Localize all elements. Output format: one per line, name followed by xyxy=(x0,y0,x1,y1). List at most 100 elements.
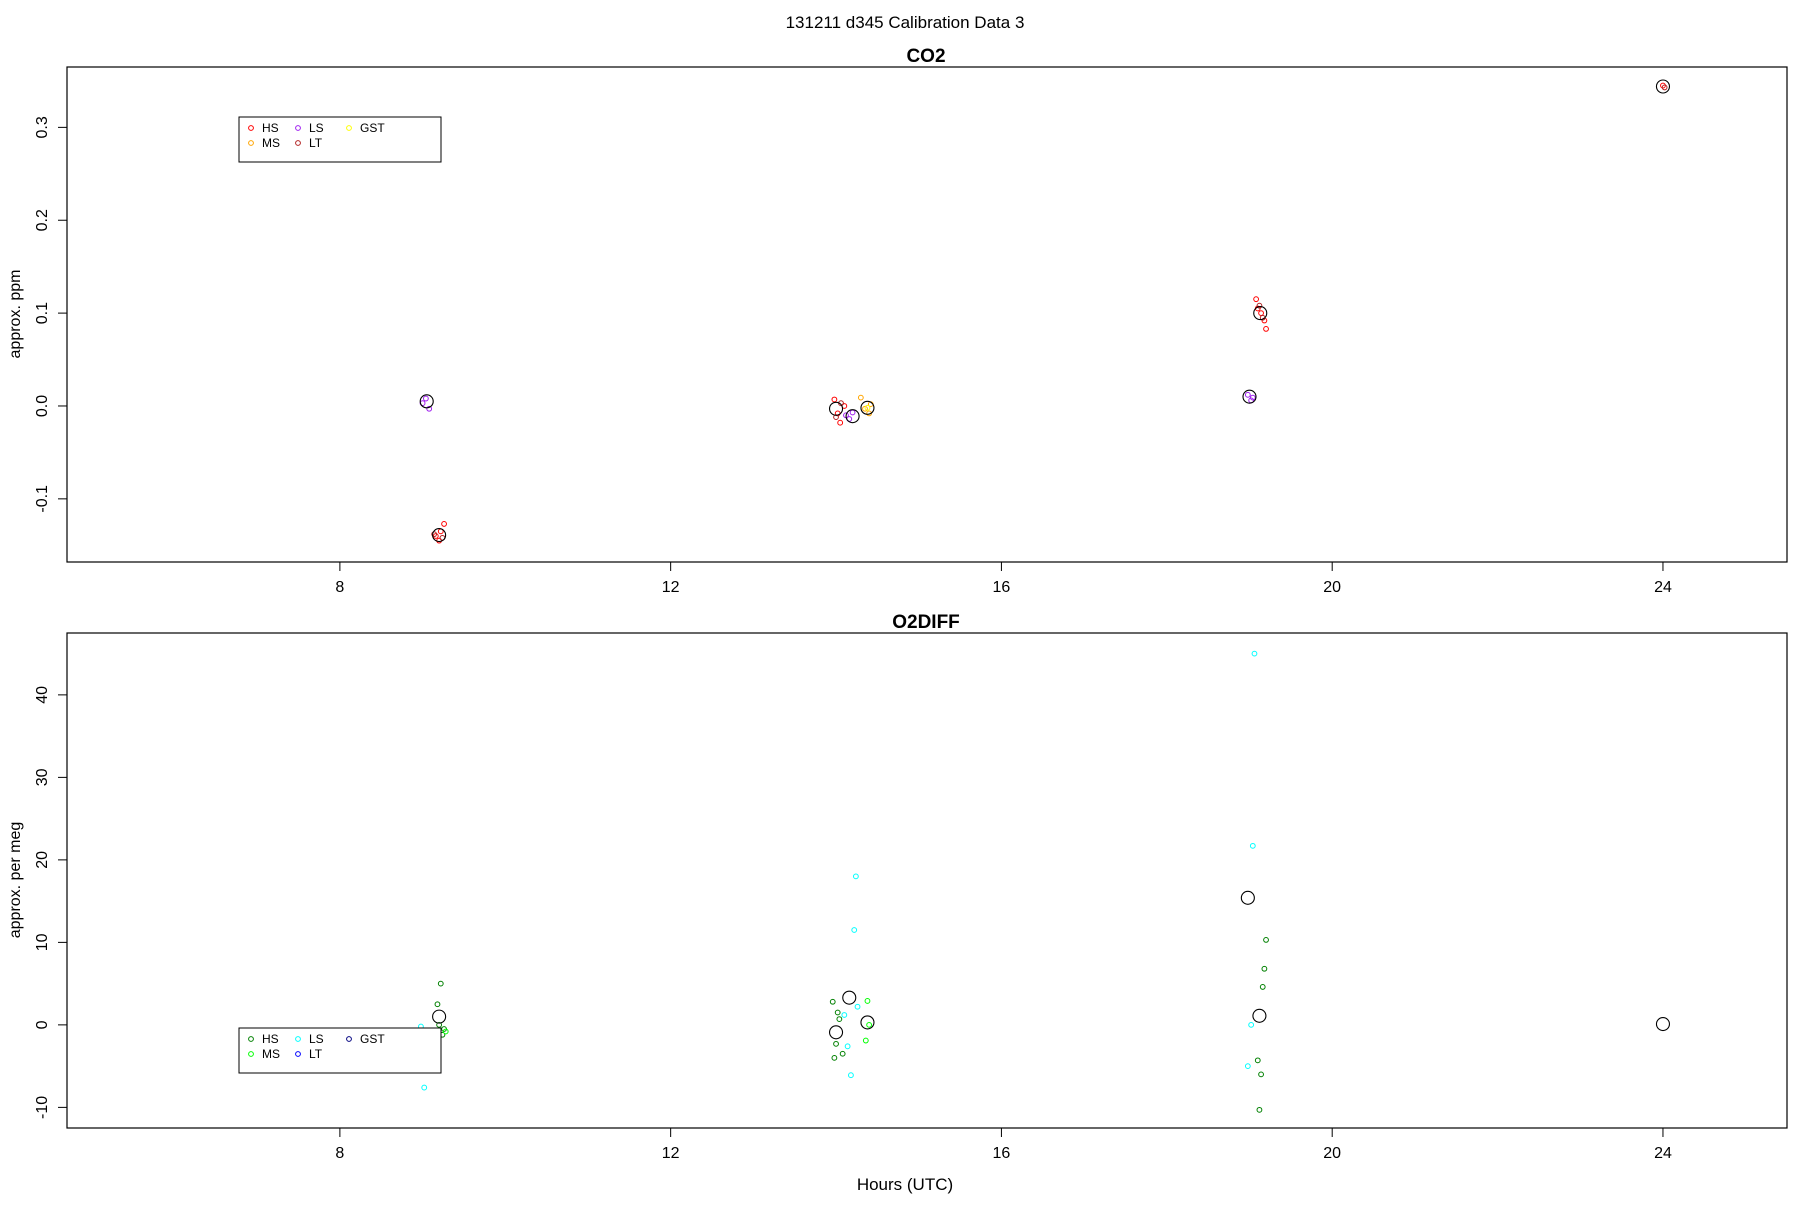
o2diff-x-tick-label: 16 xyxy=(993,1145,1011,1162)
o2diff-legend-box xyxy=(238,1027,442,1074)
o2diff-panel-title: O2DIFF xyxy=(892,612,960,633)
co2-point-lt xyxy=(1256,302,1263,309)
o2diff-y-tick-label: -10 xyxy=(34,1096,51,1119)
o2diff-point-ls xyxy=(1251,650,1258,657)
o2diff-point-ms xyxy=(864,998,871,1004)
o2diff-plot-frame xyxy=(66,632,1788,1129)
co2-point-hs xyxy=(1258,310,1264,317)
o2diff-mean-marker xyxy=(1252,1008,1267,1023)
co2-legend-label-ms: MS xyxy=(262,136,280,150)
co2-mean-marker xyxy=(845,409,860,424)
co2-y-tick-label: 0.3 xyxy=(34,116,51,138)
co2-legend-key-ls xyxy=(295,125,301,131)
co2-point-ls xyxy=(1249,394,1256,401)
co2-legend-key-gst xyxy=(346,125,352,131)
co2-point-hs xyxy=(1263,325,1269,332)
o2diff-y-axis-label: approx. per meg xyxy=(7,822,24,939)
co2-legend-key-ms xyxy=(248,140,254,146)
co2-data-points xyxy=(419,79,1671,544)
o2diff-mean-marker xyxy=(432,1009,447,1024)
o2diff-y-tick-label: 30 xyxy=(34,768,51,786)
o2diff-point-ls xyxy=(1249,842,1256,849)
co2-point-ls xyxy=(1244,391,1251,398)
o2diff-point-hs xyxy=(1263,937,1269,943)
o2diff-mean-marker xyxy=(1655,1017,1671,1032)
co2-legend-label-gst: GST xyxy=(360,121,385,135)
o2diff-legend-key-ls xyxy=(295,1036,301,1042)
o2diff-point-ls xyxy=(854,1003,861,1010)
o2diff-point-hs xyxy=(833,1040,839,1047)
co2-mean-marker xyxy=(1655,79,1671,94)
co2-x-tick-label: 12 xyxy=(662,579,680,596)
o2diff-panel: O2DIFF approx. per meg 8 12 16 20 24 -10 0 10 20… xyxy=(7,612,1788,1162)
o2diff-point-ms xyxy=(866,1021,873,1028)
o2diff-mean-marker xyxy=(828,1025,844,1040)
o2diff-point-hs xyxy=(839,1050,846,1057)
o2diff-point-hs xyxy=(434,1001,441,1008)
co2-point-hs xyxy=(837,419,844,426)
o2diff-y-tick-label: 0 xyxy=(34,1020,51,1029)
co2-x-tick-label: 24 xyxy=(1654,579,1672,596)
o2diff-point-hs xyxy=(1254,1057,1261,1064)
co2-point-hs xyxy=(831,396,838,403)
o2diff-legend-key-lt xyxy=(295,1051,301,1057)
o2diff-point-hs xyxy=(437,980,444,987)
o2diff-point-hs xyxy=(834,1009,841,1016)
co2-point-gst xyxy=(864,404,871,411)
o2diff-legend-key-ms xyxy=(248,1051,254,1057)
co2-point-ls xyxy=(849,409,856,416)
o2diff-mean-marker xyxy=(842,990,857,1005)
o2diff-point-hs xyxy=(1256,1106,1263,1113)
o2diff-x-tick-label: 20 xyxy=(1323,1145,1341,1162)
o2diff-legend-label-lt: LT xyxy=(309,1047,323,1061)
o2diff-point-hs xyxy=(1261,965,1268,972)
co2-axis-ticks: 8 12 16 20 24 -0.1 0.0 0.1 0.2 0.3 xyxy=(34,116,1672,596)
o2diff-x-tick-label: 24 xyxy=(1654,1145,1672,1162)
o2diff-point-hs xyxy=(829,998,836,1005)
o2diff-point-ls xyxy=(851,927,858,933)
co2-x-tick-label: 16 xyxy=(993,579,1011,596)
o2diff-point-hs xyxy=(831,1054,838,1061)
o2diff-legend-label-ms: MS xyxy=(262,1047,280,1061)
co2-point-ls xyxy=(422,395,429,402)
co2-y-tick-label: -0.1 xyxy=(34,485,51,513)
co2-legend-label-hs: HS xyxy=(262,121,279,135)
co2-plot-frame xyxy=(66,66,1788,563)
co2-y-tick-label: 0.0 xyxy=(34,395,51,417)
co2-legend-key-hs xyxy=(248,125,254,131)
o2diff-x-tick-label: 8 xyxy=(335,1145,344,1162)
o2diff-point-ms xyxy=(862,1037,869,1044)
co2-point-lt xyxy=(1661,84,1668,91)
co2-y-tick-label: 0.2 xyxy=(34,209,51,231)
o2diff-point-hs xyxy=(436,1021,443,1028)
co2-y-axis-label: approx. ppm xyxy=(7,270,24,359)
co2-panel-title: CO2 xyxy=(906,46,945,67)
o2diff-y-tick-label: 20 xyxy=(34,851,51,869)
o2diff-y-tick-label: 40 xyxy=(34,686,51,704)
o2diff-point-ls xyxy=(1248,1021,1255,1028)
co2-mean-marker xyxy=(432,528,447,543)
co2-point-hs xyxy=(1253,296,1260,303)
co2-point-ms xyxy=(857,394,864,401)
co2-mean-marker xyxy=(828,401,844,416)
o2diff-point-ls xyxy=(1244,1063,1251,1070)
o2diff-point-ms xyxy=(442,1028,449,1035)
o2diff-axis-ticks: 8 12 16 20 24 -10 0 10 20 30 40 xyxy=(34,686,1672,1162)
o2diff-point-hs xyxy=(1259,984,1266,990)
co2-mean-marker xyxy=(860,400,875,415)
o2diff-legend-label-ls: LS xyxy=(309,1032,324,1046)
o2diff-point-ls xyxy=(848,1072,854,1079)
co2-mean-marker xyxy=(419,394,434,409)
co2-point-hs xyxy=(441,521,447,527)
o2diff-point-hs xyxy=(836,1016,843,1022)
co2-x-tick-label: 20 xyxy=(1323,579,1341,596)
o2diff-data-points xyxy=(418,650,1671,1113)
o2diff-point-ls xyxy=(844,1043,851,1050)
co2-legend-label-ls: LS xyxy=(309,121,324,135)
x-axis-label: Hours (UTC) xyxy=(857,1175,953,1194)
o2diff-legend-key-hs xyxy=(248,1036,254,1042)
o2diff-point-ls xyxy=(841,1012,848,1018)
